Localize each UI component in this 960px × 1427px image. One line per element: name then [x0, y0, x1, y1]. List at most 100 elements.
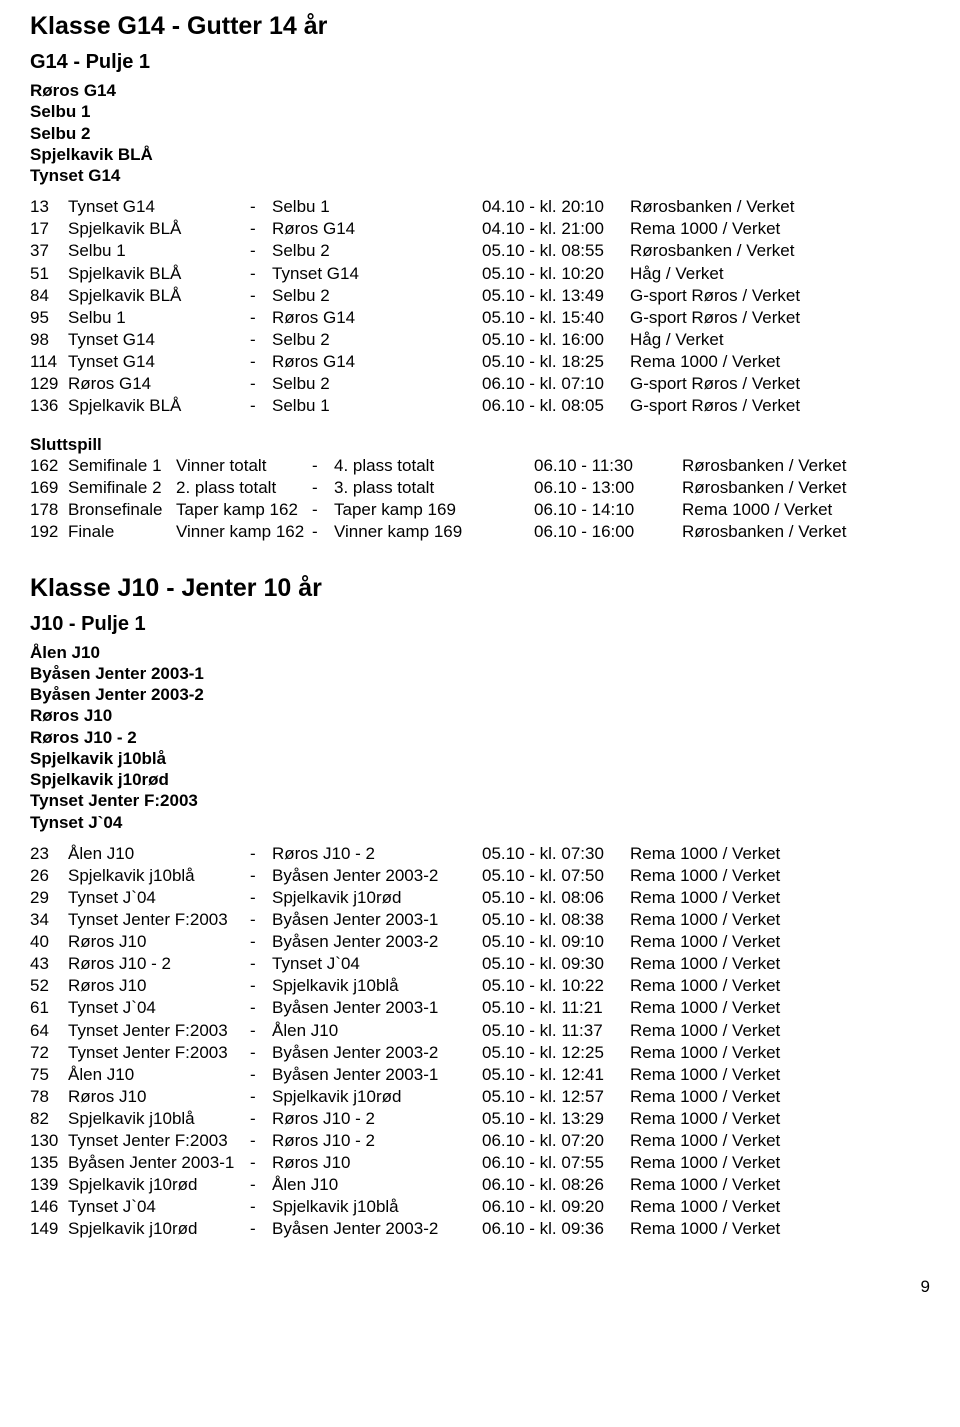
team-a: Ålen J10 — [68, 843, 250, 865]
team-b: Byåsen Jenter 2003-2 — [272, 1042, 482, 1064]
match-number: 136 — [30, 395, 68, 417]
match-row: 43Røros J10 - 2-Tynset J`0405.10 - kl. 0… — [30, 953, 930, 975]
match-venue: Rørosbanken / Verket — [682, 477, 930, 499]
title-g14: Klasse G14 - Gutter 14 år — [30, 12, 930, 41]
team-b: Røros J10 - 2 — [272, 1130, 482, 1152]
match-venue: G-sport Røros / Verket — [630, 373, 930, 395]
sluttspill-row: 169Semifinale 22. plass totalt-3. plass … — [30, 477, 930, 499]
team-item: Spjelkavik j10blå — [30, 748, 930, 769]
match-number: 98 — [30, 329, 68, 351]
team-b: Selbu 2 — [272, 329, 482, 351]
match-venue: Rema 1000 / Verket — [630, 1064, 930, 1086]
match-venue: Rema 1000 / Verket — [630, 1174, 930, 1196]
match-time: 04.10 - kl. 20:10 — [482, 196, 630, 218]
match-row: 129Røros G14-Selbu 206.10 - kl. 07:10G-s… — [30, 373, 930, 395]
team-b: Røros J10 - 2 — [272, 843, 482, 865]
match-venue: Rema 1000 / Verket — [630, 953, 930, 975]
team-a: Vinner totalt — [176, 455, 312, 477]
match-time: 06.10 - 14:10 — [534, 499, 682, 521]
match-time: 04.10 - kl. 21:00 — [482, 218, 630, 240]
team-item: Spjelkavik j10rød — [30, 769, 930, 790]
dash: - — [250, 1196, 272, 1218]
team-b: Ålen J10 — [272, 1174, 482, 1196]
match-number: 82 — [30, 1108, 68, 1130]
team-item: Røros G14 — [30, 80, 930, 101]
round-label: Semifinale 2 — [68, 477, 176, 499]
match-row: 95Selbu 1-Røros G1405.10 - kl. 15:40G-sp… — [30, 307, 930, 329]
match-number: 51 — [30, 263, 68, 285]
match-time: 05.10 - kl. 07:50 — [482, 865, 630, 887]
dash: - — [250, 1152, 272, 1174]
match-venue: Rema 1000 / Verket — [630, 843, 930, 865]
match-time: 05.10 - kl. 09:30 — [482, 953, 630, 975]
match-time: 06.10 - kl. 07:55 — [482, 1152, 630, 1174]
dash: - — [250, 843, 272, 865]
section-g14: Klasse G14 - Gutter 14 år G14 - Pulje 1 … — [30, 12, 930, 417]
dash: - — [250, 997, 272, 1019]
team-b: Tynset G14 — [272, 263, 482, 285]
team-item: Selbu 2 — [30, 123, 930, 144]
page-number: 9 — [30, 1277, 930, 1297]
match-number: 78 — [30, 1086, 68, 1108]
match-row: 51Spjelkavik BLÅ-Tynset G1405.10 - kl. 1… — [30, 263, 930, 285]
dash: - — [250, 351, 272, 373]
match-row: 84Spjelkavik BLÅ-Selbu 205.10 - kl. 13:4… — [30, 285, 930, 307]
match-number: 149 — [30, 1218, 68, 1240]
match-time: 06.10 - kl. 08:05 — [482, 395, 630, 417]
match-row: 139Spjelkavik j10rød-Ålen J1006.10 - kl.… — [30, 1174, 930, 1196]
match-row: 37Selbu 1-Selbu 205.10 - kl. 08:55Rørosb… — [30, 240, 930, 262]
dash: - — [250, 975, 272, 997]
match-time: 05.10 - kl. 09:10 — [482, 931, 630, 953]
team-a: Tynset G14 — [68, 351, 250, 373]
match-time: 06.10 - 11:30 — [534, 455, 682, 477]
dash: - — [312, 455, 334, 477]
match-number: 52 — [30, 975, 68, 997]
team-a: Spjelkavik j10rød — [68, 1218, 250, 1240]
match-row: 98Tynset G14-Selbu 205.10 - kl. 16:00Håg… — [30, 329, 930, 351]
match-number: 95 — [30, 307, 68, 329]
match-time: 05.10 - kl. 13:49 — [482, 285, 630, 307]
match-number: 162 — [30, 455, 68, 477]
match-time: 05.10 - kl. 15:40 — [482, 307, 630, 329]
team-item: Tynset G14 — [30, 165, 930, 186]
match-row: 114Tynset G14-Røros G1405.10 - kl. 18:25… — [30, 351, 930, 373]
match-number: 26 — [30, 865, 68, 887]
team-b: Spjelkavik j10blå — [272, 1196, 482, 1218]
match-venue: Rema 1000 / Verket — [630, 218, 930, 240]
match-number: 114 — [30, 351, 68, 373]
match-row: 136Spjelkavik BLÅ-Selbu 106.10 - kl. 08:… — [30, 395, 930, 417]
match-row: 26Spjelkavik j10blå-Byåsen Jenter 2003-2… — [30, 865, 930, 887]
team-item: Selbu 1 — [30, 101, 930, 122]
dash: - — [250, 1020, 272, 1042]
team-a: Røros J10 — [68, 1086, 250, 1108]
team-a: Spjelkavik BLÅ — [68, 285, 250, 307]
team-b: Selbu 2 — [272, 285, 482, 307]
team-b: Selbu 2 — [272, 240, 482, 262]
match-row: 29Tynset J`04-Spjelkavik j10rød05.10 - k… — [30, 887, 930, 909]
match-venue: Rema 1000 / Verket — [630, 1020, 930, 1042]
dash: - — [250, 240, 272, 262]
sluttspill-title: Sluttspill — [30, 435, 930, 455]
match-row: 52Røros J10-Spjelkavik j10blå05.10 - kl.… — [30, 975, 930, 997]
team-a: Ålen J10 — [68, 1064, 250, 1086]
team-b: Røros J10 — [272, 1152, 482, 1174]
match-number: 13 — [30, 196, 68, 218]
match-number: 29 — [30, 887, 68, 909]
sluttspill-row: 178BronsefinaleTaper kamp 162-Taper kamp… — [30, 499, 930, 521]
match-time: 05.10 - kl. 12:25 — [482, 1042, 630, 1064]
round-label: Bronsefinale — [68, 499, 176, 521]
dash: - — [250, 1218, 272, 1240]
match-venue: Rørosbanken / Verket — [682, 455, 930, 477]
team-a: Spjelkavik BLÅ — [68, 218, 250, 240]
team-b: Byåsen Jenter 2003-1 — [272, 1064, 482, 1086]
team-a: Spjelkavik j10rød — [68, 1174, 250, 1196]
team-b: Byåsen Jenter 2003-1 — [272, 909, 482, 931]
dash: - — [250, 931, 272, 953]
dash: - — [250, 329, 272, 351]
match-row: 130Tynset Jenter F:2003-Røros J10 - 206.… — [30, 1130, 930, 1152]
team-a: Tynset J`04 — [68, 997, 250, 1019]
dash: - — [250, 1130, 272, 1152]
team-item: Røros J10 - 2 — [30, 727, 930, 748]
match-row: 34Tynset Jenter F:2003-Byåsen Jenter 200… — [30, 909, 930, 931]
match-venue: Rema 1000 / Verket — [630, 1042, 930, 1064]
